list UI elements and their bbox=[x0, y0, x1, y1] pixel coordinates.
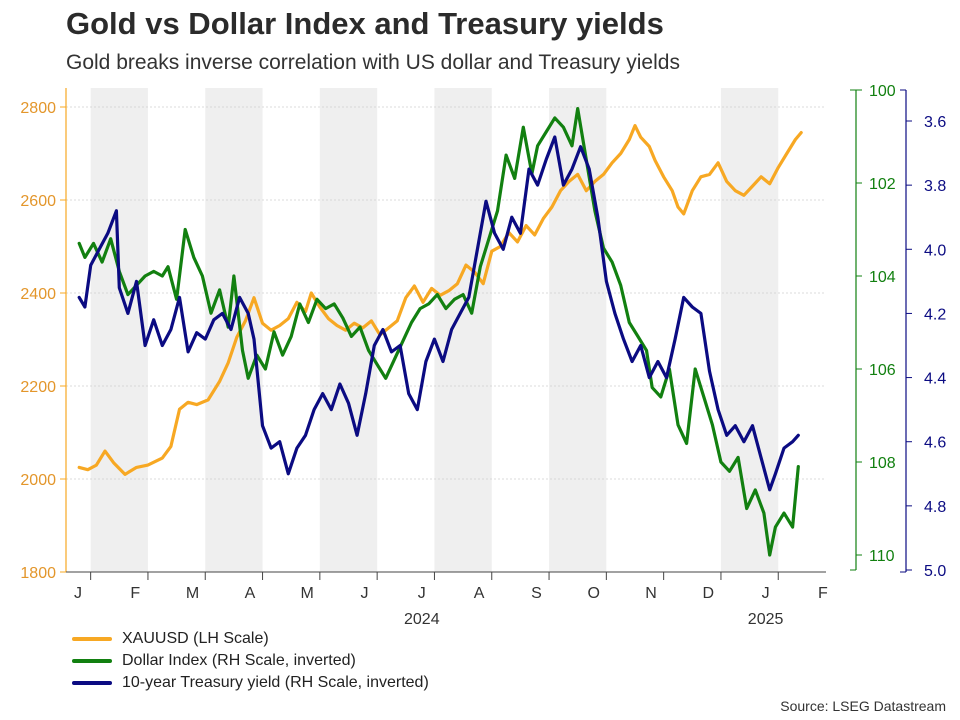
month-label: F bbox=[818, 585, 828, 602]
left-axis-tick-label: 1800 bbox=[20, 565, 56, 582]
legend: XAUUSD (LH Scale) Dollar Index (RH Scale… bbox=[72, 628, 429, 694]
month-label: S bbox=[531, 585, 542, 602]
legend-item-treasury-yield: 10-year Treasury yield (RH Scale, invert… bbox=[72, 672, 429, 694]
chart-title: Gold vs Dollar Index and Treasury yields bbox=[66, 6, 664, 41]
legend-swatch-dollar-index bbox=[72, 659, 112, 663]
year-label: 2025 bbox=[748, 611, 784, 628]
month-label: O bbox=[587, 585, 599, 602]
month-label: M bbox=[301, 585, 314, 602]
dxy-axis-tick-label: 100 bbox=[869, 83, 896, 100]
legend-label-gold: XAUUSD (LH Scale) bbox=[122, 630, 269, 647]
month-label: J bbox=[418, 585, 426, 602]
month-label: N bbox=[645, 585, 657, 602]
dxy-axis-tick-label: 104 bbox=[869, 269, 896, 286]
month-label: D bbox=[703, 585, 715, 602]
month-label: J bbox=[361, 585, 369, 602]
yield-axis-tick-label: 4.2 bbox=[924, 306, 946, 323]
left-axis-tick-label: 2400 bbox=[20, 286, 56, 303]
left-axis-tick-label: 2200 bbox=[20, 379, 56, 396]
yield-axis-tick-label: 3.6 bbox=[924, 114, 946, 131]
legend-swatch-gold bbox=[72, 637, 112, 641]
source-note: Source: LSEG Datastream bbox=[780, 698, 946, 714]
dxy-axis-tick-label: 110 bbox=[869, 548, 895, 565]
yield-axis-tick-label: 5.0 bbox=[924, 563, 946, 580]
month-band bbox=[434, 88, 492, 572]
month-band bbox=[205, 88, 263, 572]
legend-item-dollar-index: Dollar Index (RH Scale, inverted) bbox=[72, 650, 429, 672]
year-label: 2024 bbox=[404, 611, 440, 628]
legend-label-dollar-index: Dollar Index (RH Scale, inverted) bbox=[122, 652, 356, 669]
series-line-treasury-yield bbox=[77, 135, 800, 492]
legend-swatch-treasury-yield bbox=[72, 681, 112, 685]
series-line-dollar-index bbox=[77, 107, 800, 557]
month-band bbox=[720, 88, 779, 572]
yield-axis-tick-label: 4.6 bbox=[924, 435, 946, 452]
month-label: A bbox=[245, 585, 256, 602]
month-label: A bbox=[474, 585, 485, 602]
left-axis-tick-label: 2600 bbox=[20, 193, 56, 210]
dxy-axis-tick-label: 102 bbox=[869, 176, 896, 193]
month-label: M bbox=[186, 585, 199, 602]
month-label: J bbox=[762, 585, 770, 602]
month-band bbox=[90, 88, 148, 572]
month-band bbox=[549, 88, 607, 572]
left-axis-tick-label: 2800 bbox=[20, 100, 56, 117]
legend-label-treasury-yield: 10-year Treasury yield (RH Scale, invert… bbox=[122, 674, 429, 691]
series-line-gold bbox=[77, 124, 803, 476]
dxy-axis-tick-label: 108 bbox=[869, 455, 896, 472]
chart-subtitle: Gold breaks inverse correlation with US … bbox=[66, 51, 680, 74]
left-axis-tick-label: 2000 bbox=[20, 472, 56, 489]
month-label: J bbox=[74, 585, 82, 602]
dxy-axis-tick-label: 106 bbox=[869, 362, 896, 379]
yield-axis-tick-label: 4.8 bbox=[924, 499, 946, 516]
yield-axis-tick-label: 3.8 bbox=[924, 178, 946, 195]
yield-axis-tick-label: 4.4 bbox=[924, 371, 946, 388]
month-label: F bbox=[130, 585, 140, 602]
yield-axis-tick-label: 4.0 bbox=[924, 242, 946, 259]
legend-item-gold: XAUUSD (LH Scale) bbox=[72, 628, 429, 650]
